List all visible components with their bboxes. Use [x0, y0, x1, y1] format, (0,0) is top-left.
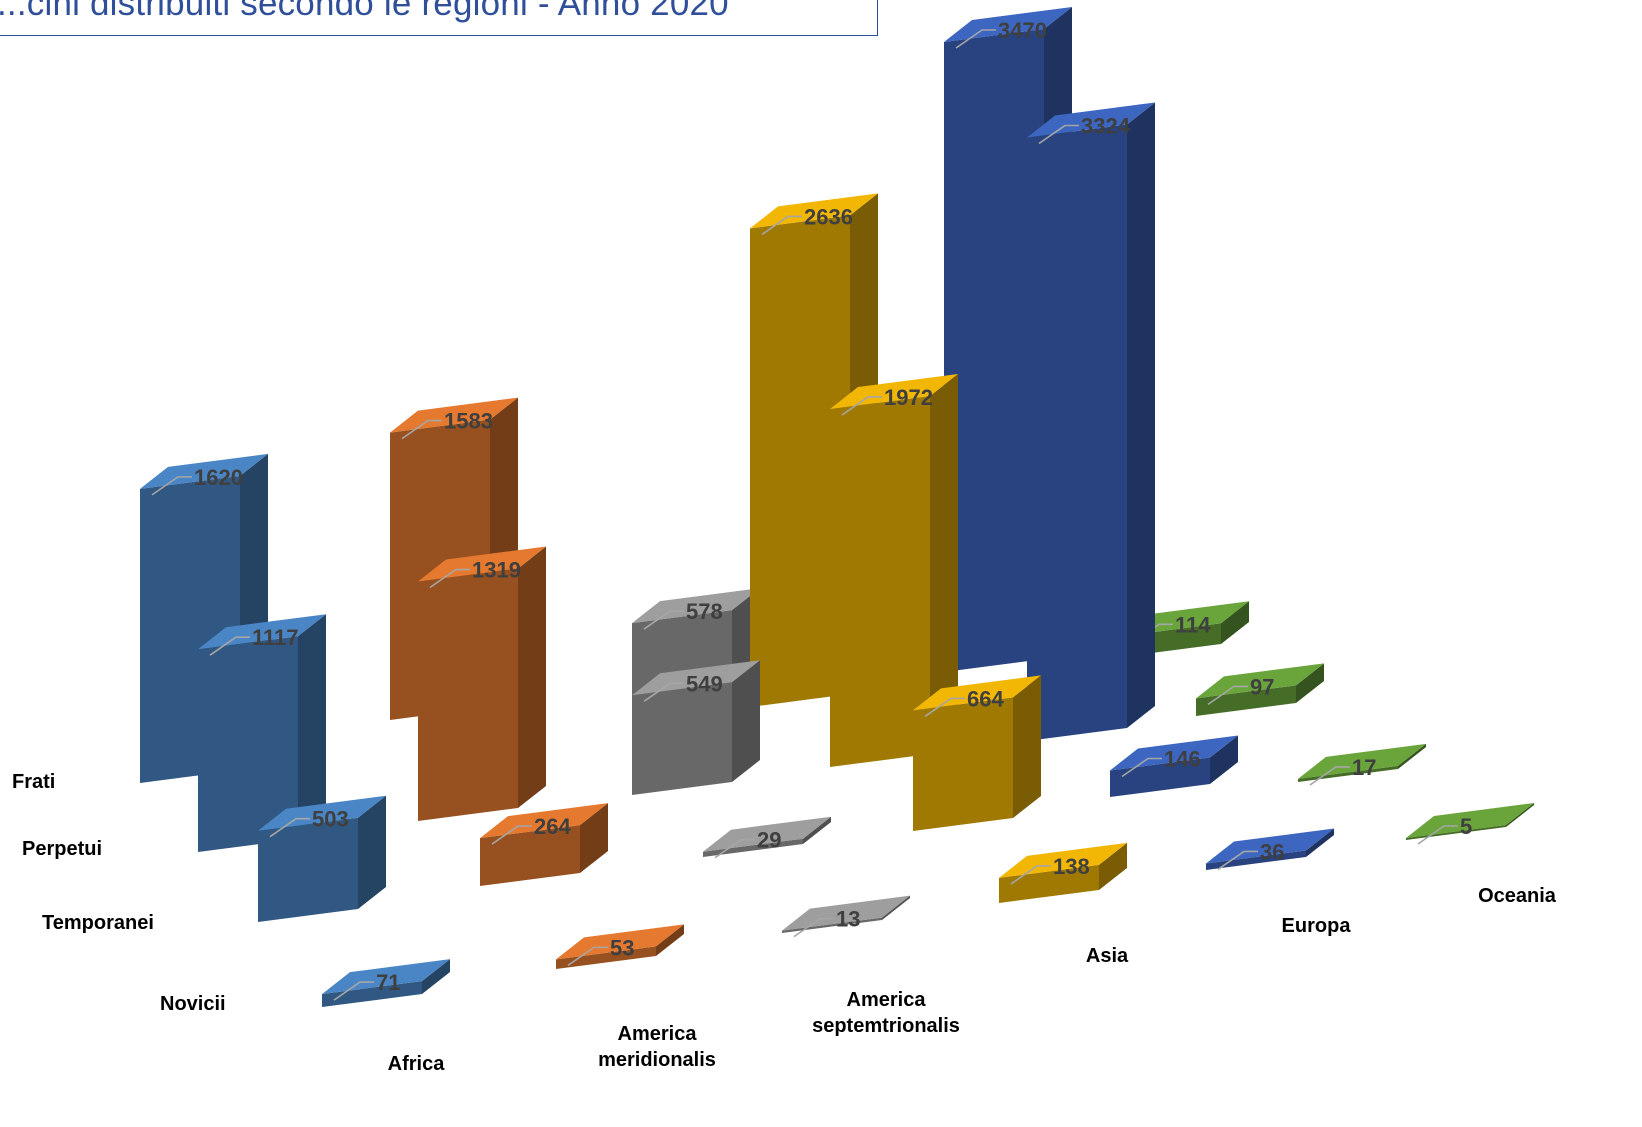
category-label-america-septemtrionalis-line-2: septemtrionalis — [812, 1015, 960, 1037]
category-label-europa: Europa — [1282, 915, 1352, 937]
bar-temporanei-asia-side — [1013, 675, 1041, 818]
bar-perpetui-europa-value-label: 3324 — [1081, 114, 1131, 139]
category-label-oceania-line-1: Oceania — [1478, 885, 1557, 907]
category-label-asia-line-1: Asia — [1086, 945, 1129, 967]
bar-temporanei-africa-value-label: 503 — [312, 807, 349, 832]
series-label-temporanei: Temporanei — [42, 912, 154, 934]
bar-perpetui-america-septemtrionalis-value-label: 549 — [686, 671, 723, 696]
bar-novicii-africa-value-label: 71 — [376, 970, 400, 995]
bar-frati-africa-value-label: 1620 — [194, 465, 243, 490]
category-label-america-meridionalis: America meridionalis — [598, 1023, 716, 1071]
series-label-perpetui: Perpetui — [22, 838, 102, 860]
bar-frati-europa-value-label: 3470 — [998, 18, 1047, 43]
category-label-oceania: Oceania — [1478, 885, 1557, 907]
bar-perpetui-america-meridionalis-side — [518, 547, 546, 809]
bar-novicii-europa-value-label: 36 — [1260, 839, 1284, 864]
bar-perpetui-africa-value-label: 1117 — [252, 625, 299, 650]
bar-temporanei-asia-value-label: 664 — [967, 686, 1004, 711]
bar-perpetui-europa — [1027, 103, 1155, 742]
bar-frati-america-meridionalis-value-label: 1583 — [444, 409, 493, 434]
bar-novicii-asia-value-label: 138 — [1053, 854, 1090, 879]
bar-temporanei-europa-value-label: 146 — [1164, 746, 1201, 771]
bar-novicii-america-septemtrionalis-value-label: 13 — [836, 907, 860, 932]
bar-perpetui-europa-side — [1127, 103, 1155, 729]
category-label-africa: Africa — [388, 1053, 446, 1075]
category-label-america-septemtrionalis-line-1: America — [847, 989, 927, 1011]
bar-frati-oceania-value-label: 114 — [1175, 612, 1211, 637]
series-label-novicii: Novicii — [160, 993, 226, 1015]
category-label-europa-line-1: Europa — [1282, 915, 1352, 937]
category-label-america-meridionalis-line-1: America — [618, 1023, 698, 1045]
category-label-asia: Asia — [1086, 945, 1129, 967]
bar-temporanei-asia-front — [913, 697, 1013, 831]
bar-temporanei-africa-front — [258, 818, 358, 922]
bar-temporanei-oceania-value-label: 17 — [1352, 755, 1376, 780]
bar-temporanei-america-meridionalis-value-label: 264 — [534, 814, 571, 839]
category-label-america-meridionalis-line-2: meridionalis — [598, 1049, 716, 1071]
bar-frati-asia-value-label: 2636 — [804, 204, 853, 229]
bar-frati-america-septemtrionalis-value-label: 578 — [686, 599, 723, 624]
bar-perpetui-asia-value-label: 1972 — [884, 385, 933, 410]
bar-temporanei-america-septemtrionalis-value-label: 29 — [757, 828, 781, 853]
category-label-america-septemtrionalis: America septemtrionalis — [812, 989, 960, 1037]
bar-perpetui-america-meridionalis-front — [418, 569, 518, 822]
category-label-africa-line-1: Africa — [388, 1053, 446, 1075]
bar-novicii-america-meridionalis-value-label: 53 — [610, 935, 634, 960]
bar-perpetui-europa-front — [1027, 125, 1127, 742]
bar-novicii-oceania-value-label: 5 — [1460, 814, 1472, 839]
series-label-frati: Frati — [12, 771, 55, 793]
bar-perpetui-america-meridionalis — [418, 547, 546, 822]
bar-perpetui-oceania-value-label: 97 — [1250, 674, 1274, 699]
bar-perpetui-america-meridionalis-value-label: 1319 — [472, 558, 521, 583]
